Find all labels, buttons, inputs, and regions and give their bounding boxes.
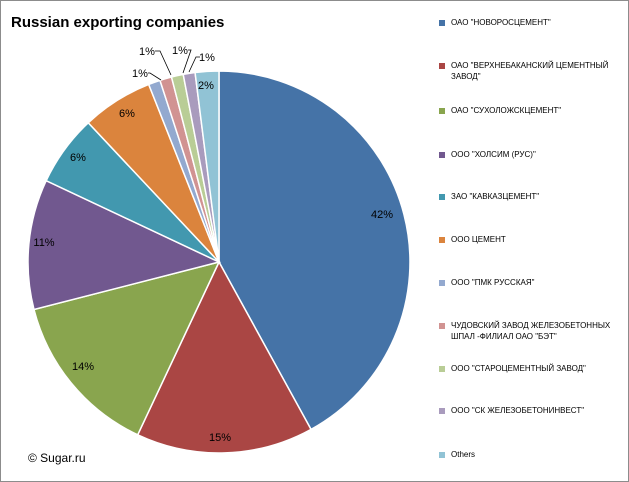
legend-label: ЧУДОВСКИЙ ЗАВОД ЖЕЛЕЗОБЕТОННЫХ ШПАЛ -ФИЛ… xyxy=(451,321,611,341)
legend-label: ОАО "ВЕРХНЕБАКАНСКИЙ ЦЕМЕНТНЫЙ ЗАВОД" xyxy=(451,61,609,81)
label-leader-line xyxy=(182,49,192,74)
legend-label: ЗАО "КАВКАЗЦЕМЕНТ" xyxy=(451,192,540,201)
slice-data-label: 1% xyxy=(199,52,215,64)
copyright-text: © Sugar.ru xyxy=(28,451,86,465)
legend-swatch xyxy=(439,108,445,114)
legend-swatch xyxy=(439,408,445,414)
label-leader-line xyxy=(148,72,162,81)
legend-swatch xyxy=(439,452,445,458)
legend-label: ООО ЦЕМЕНТ xyxy=(451,235,506,244)
legend-swatch xyxy=(439,366,445,372)
legend-label: ООО "ПМК РУССКАЯ" xyxy=(451,278,535,287)
legend-label: Others xyxy=(451,450,476,459)
label-leader-line xyxy=(155,50,172,76)
pie-slice xyxy=(27,179,222,311)
legend-label: ООО "ХОЛСИМ (РУС)" xyxy=(451,150,536,159)
legend-swatch xyxy=(439,280,445,286)
legend-label: ОАО "НОВОРОСЦЕМЕНТ" xyxy=(451,18,551,27)
legend-swatch xyxy=(439,194,445,200)
legend-label: ООО "СТАРОЦЕМЕНТНЫЙ ЗАВОД" xyxy=(451,364,586,373)
slice-data-label: 11% xyxy=(33,237,54,249)
legend-swatch xyxy=(439,152,445,158)
slice-data-label: 42% xyxy=(371,209,393,221)
pie-slice xyxy=(33,260,221,436)
pie-slice xyxy=(136,260,313,454)
chart-title: Russian exporting companies xyxy=(11,14,225,31)
legend-swatch xyxy=(439,63,445,69)
slice-data-label: 6% xyxy=(70,152,86,164)
legend-label: ОАО "СУХОЛОЖСКЦЕМЕНТ" xyxy=(451,106,562,115)
pie-slice xyxy=(194,70,220,263)
slice-data-label: 1% xyxy=(172,45,188,57)
legend-swatch xyxy=(439,237,445,243)
slice-data-label: 15% xyxy=(209,432,231,444)
slice-data-label: 6% xyxy=(119,108,135,120)
slice-data-label: 14% xyxy=(72,361,94,373)
pie-slice xyxy=(218,70,411,431)
slice-data-label: 1% xyxy=(139,46,155,58)
legend-swatch xyxy=(439,20,445,26)
legend-swatch xyxy=(439,323,445,329)
slice-data-label: 2% xyxy=(198,80,214,92)
label-leader-line xyxy=(188,56,200,73)
legend-label: ООО "СК ЖЕЛЕЗОБЕТОНИНВЕСТ" xyxy=(451,406,585,415)
slice-data-label: 1% xyxy=(132,68,148,80)
